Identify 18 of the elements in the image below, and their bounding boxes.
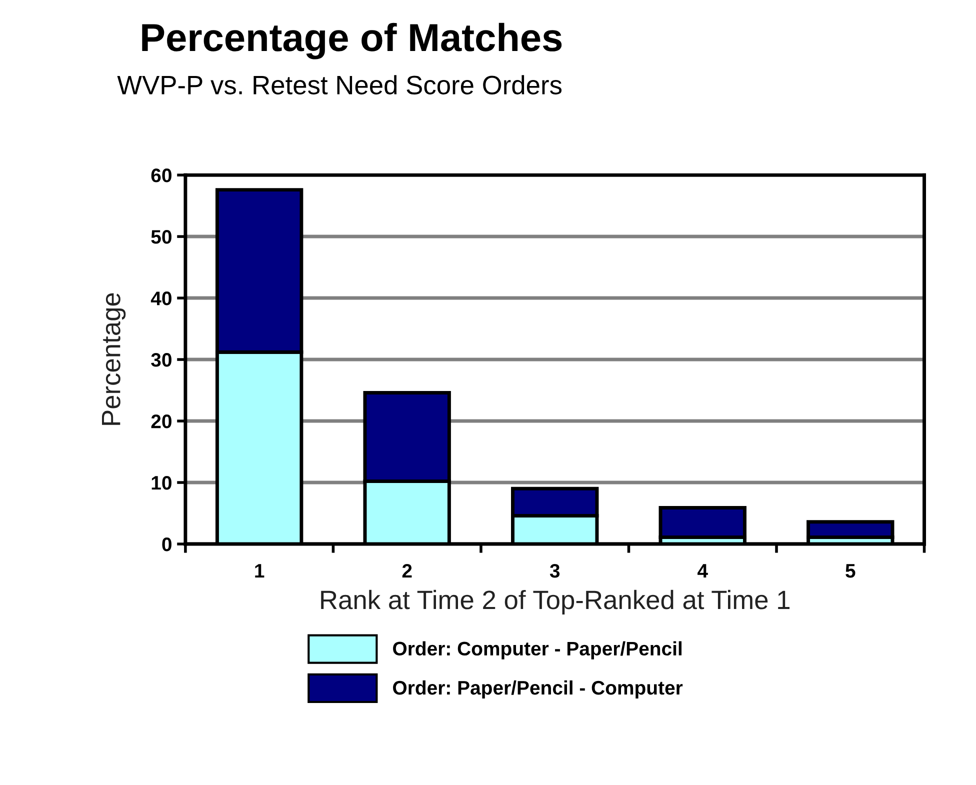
x-tick-label: 5 bbox=[846, 564, 856, 578]
y-tick-label: 30 bbox=[151, 353, 172, 367]
chart-subtitle: WVP-P vs. Retest Need Score Orders bbox=[117, 75, 562, 94]
y-tick-label: 40 bbox=[150, 292, 172, 306]
x-tick-label: 4 bbox=[698, 564, 708, 578]
x-tick-label: 1 bbox=[255, 564, 264, 578]
y-tick-label: 50 bbox=[151, 230, 172, 244]
legend-label: Order: Computer - Paper/Pencil bbox=[393, 641, 682, 660]
x-axis-title: Rank at Time 2 of Top-Ranked at Time 1 bbox=[321, 590, 790, 615]
y-axis-title: Percentage bbox=[102, 293, 126, 425]
y-tick-label: 0 bbox=[162, 537, 172, 552]
y-tick-label: 20 bbox=[151, 414, 172, 428]
y-tick-label: 60 bbox=[151, 168, 172, 182]
legend-label: Order: Paper/Pencil - Computer bbox=[393, 680, 683, 699]
x-tick-label: 2 bbox=[402, 564, 412, 578]
chart-title: Percentage of Matches bbox=[142, 22, 562, 60]
y-tick-label: 10 bbox=[152, 476, 172, 490]
x-tick-label: 3 bbox=[550, 564, 560, 578]
